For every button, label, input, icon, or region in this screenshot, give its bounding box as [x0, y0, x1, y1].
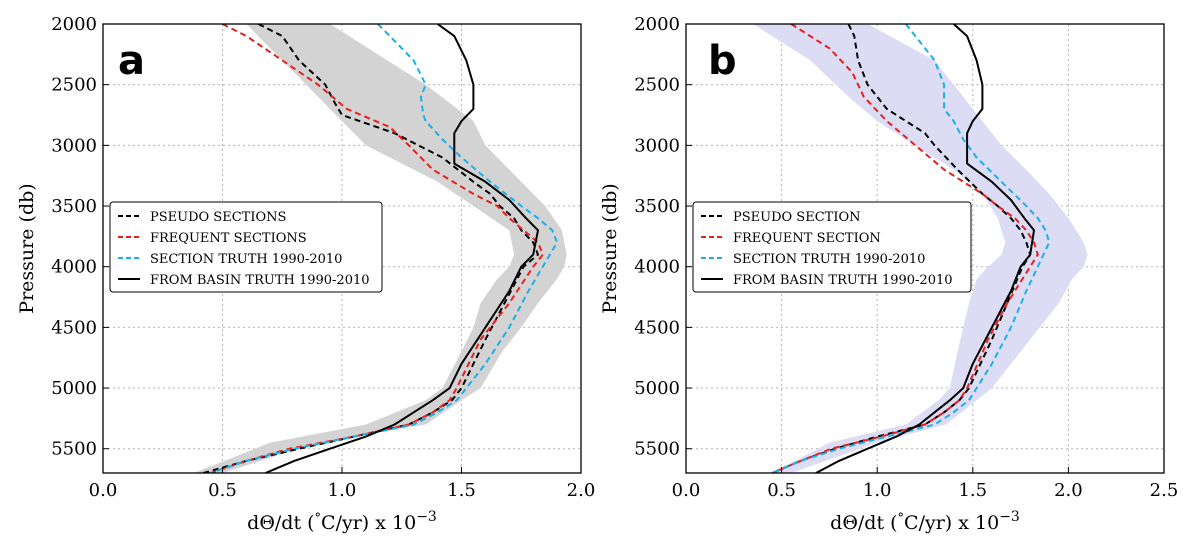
- x-tick-label: 2.0: [1054, 480, 1083, 501]
- x-axis-label: dΘ/dt (°C/yr) x 10−3: [830, 509, 1020, 534]
- x-tick-label: 1.5: [958, 480, 987, 501]
- y-tick-label: 4000: [634, 257, 680, 278]
- uncertainty-band: [752, 24, 1088, 473]
- x-axis-label-main: dΘ/dt (: [830, 512, 897, 534]
- legend: PSEUDO SECTION FREQUENT SECTION SECTION TR…: [692, 201, 972, 293]
- legend-entry-2: FREQUENT SECTIONS: [150, 231, 307, 246]
- x-tick-label: 1.5: [447, 480, 476, 501]
- uncertainty-band: [193, 24, 567, 473]
- y-tick-label: 5000: [634, 378, 680, 399]
- x-tick-label: 2.0: [567, 480, 596, 501]
- y-tick-label: 4500: [51, 317, 97, 338]
- y-axis-label: Pressure (db): [16, 183, 38, 313]
- y-tick-label: 2500: [634, 75, 680, 96]
- x-tick-label: 0.5: [767, 480, 796, 501]
- series-line-3: [771, 24, 1051, 473]
- y-tick-label: 3500: [634, 196, 680, 217]
- panel-a: 0.0 0.5 1.0 1.5 2.0 2000 2500 3000 3500 4000 4500 5…: [16, 14, 595, 534]
- y-tick-label: 5000: [51, 378, 97, 399]
- y-tick-label: 2000: [51, 14, 97, 35]
- series-line-4: [815, 24, 1035, 473]
- x-axis-label-exponent: −3: [999, 509, 1020, 525]
- series-line-1: [771, 24, 1032, 473]
- legend-entry-1: PSEUDO SECTION: [733, 210, 861, 225]
- legend-entry-3: SECTION TRUTH 1990-2010: [733, 252, 925, 267]
- y-tick-label: 4500: [634, 317, 680, 338]
- x-axis-label-degree: °: [315, 511, 322, 526]
- y-tick-label: 3000: [51, 135, 97, 156]
- legend-box: [109, 201, 383, 293]
- legend-entry-4: FROM BASIN TRUTH 1990-2010: [150, 273, 370, 288]
- x-axis-label-degree: °: [898, 511, 905, 526]
- y-tick-label: 2000: [634, 14, 680, 35]
- series-line-4: [265, 24, 539, 473]
- x-tick-label: 1.0: [328, 480, 357, 501]
- x-tick-label: 2.5: [1150, 480, 1179, 501]
- x-axis-label-unit: C/yr) x 10: [904, 512, 999, 534]
- x-axis-label-exponent: −3: [416, 509, 437, 525]
- x-axis-label-unit: C/yr) x 10: [321, 512, 416, 534]
- y-axis-label: Pressure (db): [599, 183, 621, 313]
- y-tick-label: 4000: [51, 257, 97, 278]
- y-tick-label: 5500: [634, 439, 680, 460]
- x-tick-label: 0.5: [208, 480, 237, 501]
- x-tick-label: 0.0: [672, 480, 701, 501]
- legend-entry-4: FROM BASIN TRUTH 1990-2010: [733, 273, 953, 288]
- x-axis-label-main: dΘ/dt (: [247, 512, 314, 534]
- legend-entry-2: FREQUENT SECTION: [733, 231, 881, 246]
- series-line-3: [210, 24, 559, 473]
- series-line-2: [771, 24, 1039, 473]
- y-tick-label: 3500: [51, 196, 97, 217]
- y-tick-label: 3000: [634, 135, 680, 156]
- panel-letter: b: [708, 38, 737, 84]
- x-tick-label: 1.0: [863, 480, 892, 501]
- panel-letter: a: [118, 38, 145, 84]
- plot-area: [193, 24, 567, 473]
- y-tick-label: 5500: [51, 439, 97, 460]
- legend: PSEUDO SECTIONS FREQUENT SECTIONS SECTION …: [109, 201, 383, 293]
- series-line-2: [210, 24, 544, 473]
- legend-entry-3: SECTION TRUTH 1990-2010: [150, 252, 342, 267]
- legend-entry-1: PSEUDO SECTIONS: [150, 210, 286, 225]
- x-axis-label: dΘ/dt (°C/yr) x 10−3: [247, 509, 437, 534]
- plot-area: [752, 24, 1088, 473]
- y-tick-label: 2500: [51, 75, 97, 96]
- x-tick-label: 0.0: [89, 480, 118, 501]
- panel-b: 0.0 0.5 1.0 1.5 2.0 2.5 2000 2500 3000 3500 4000 45…: [599, 14, 1178, 534]
- plot-frame: [685, 23, 1165, 474]
- legend-box: [692, 201, 972, 293]
